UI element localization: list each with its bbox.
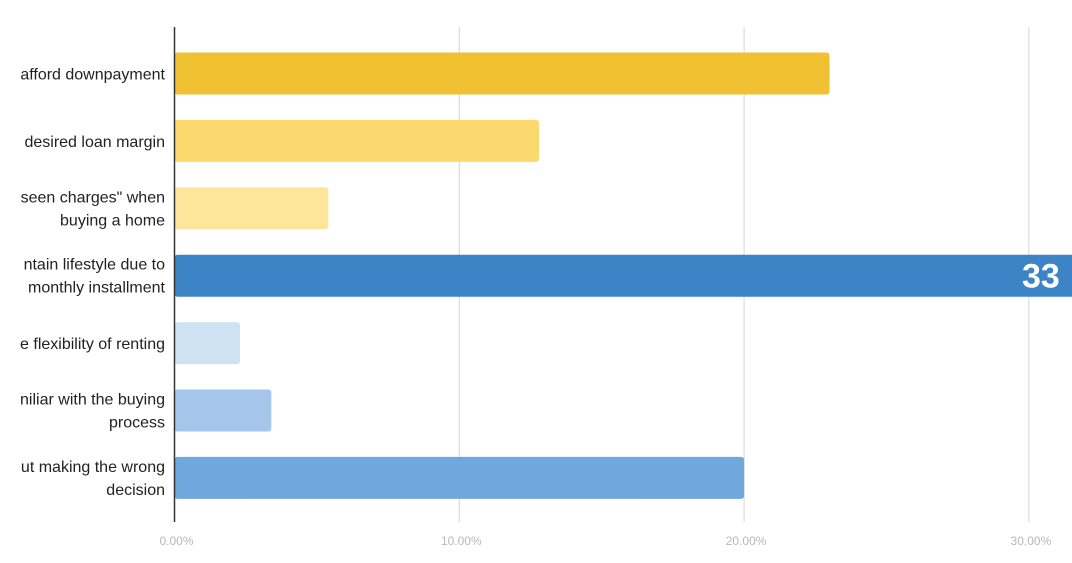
category-label: monthly installment <box>28 280 166 297</box>
bar <box>174 187 329 230</box>
x-tick-label: 0.00% <box>159 534 193 548</box>
category-labels: afford downpayment desired loan margin see… <box>20 67 166 499</box>
category-label: ut making the wrong <box>21 459 165 476</box>
bar <box>174 119 540 162</box>
bars: 33 <box>174 52 1072 499</box>
category-label: desired loan margin <box>24 134 165 151</box>
category-label: afford downpayment <box>20 67 165 84</box>
x-axis-ticks: 0.00% 10.00% 20.00% 30.00% <box>159 534 1051 548</box>
category-label: niliar with the buying <box>20 392 165 409</box>
x-tick-label: 20.00% <box>726 534 767 548</box>
bar <box>174 254 1072 297</box>
category-label: decision <box>106 482 165 499</box>
category-label: process <box>109 415 165 432</box>
x-tick-label: 30.00% <box>1011 534 1052 548</box>
bar <box>174 322 241 365</box>
category-label: seen charges" when <box>21 189 165 206</box>
bar <box>174 456 745 499</box>
bar-value-label: 33 <box>1022 258 1060 296</box>
x-tick-label: 10.00% <box>441 534 482 548</box>
category-label: e flexibility of renting <box>20 336 165 353</box>
category-label: ntain lifestyle due to <box>24 257 166 274</box>
category-label: buying a home <box>60 212 165 229</box>
bar <box>174 389 272 432</box>
bar <box>174 52 830 95</box>
